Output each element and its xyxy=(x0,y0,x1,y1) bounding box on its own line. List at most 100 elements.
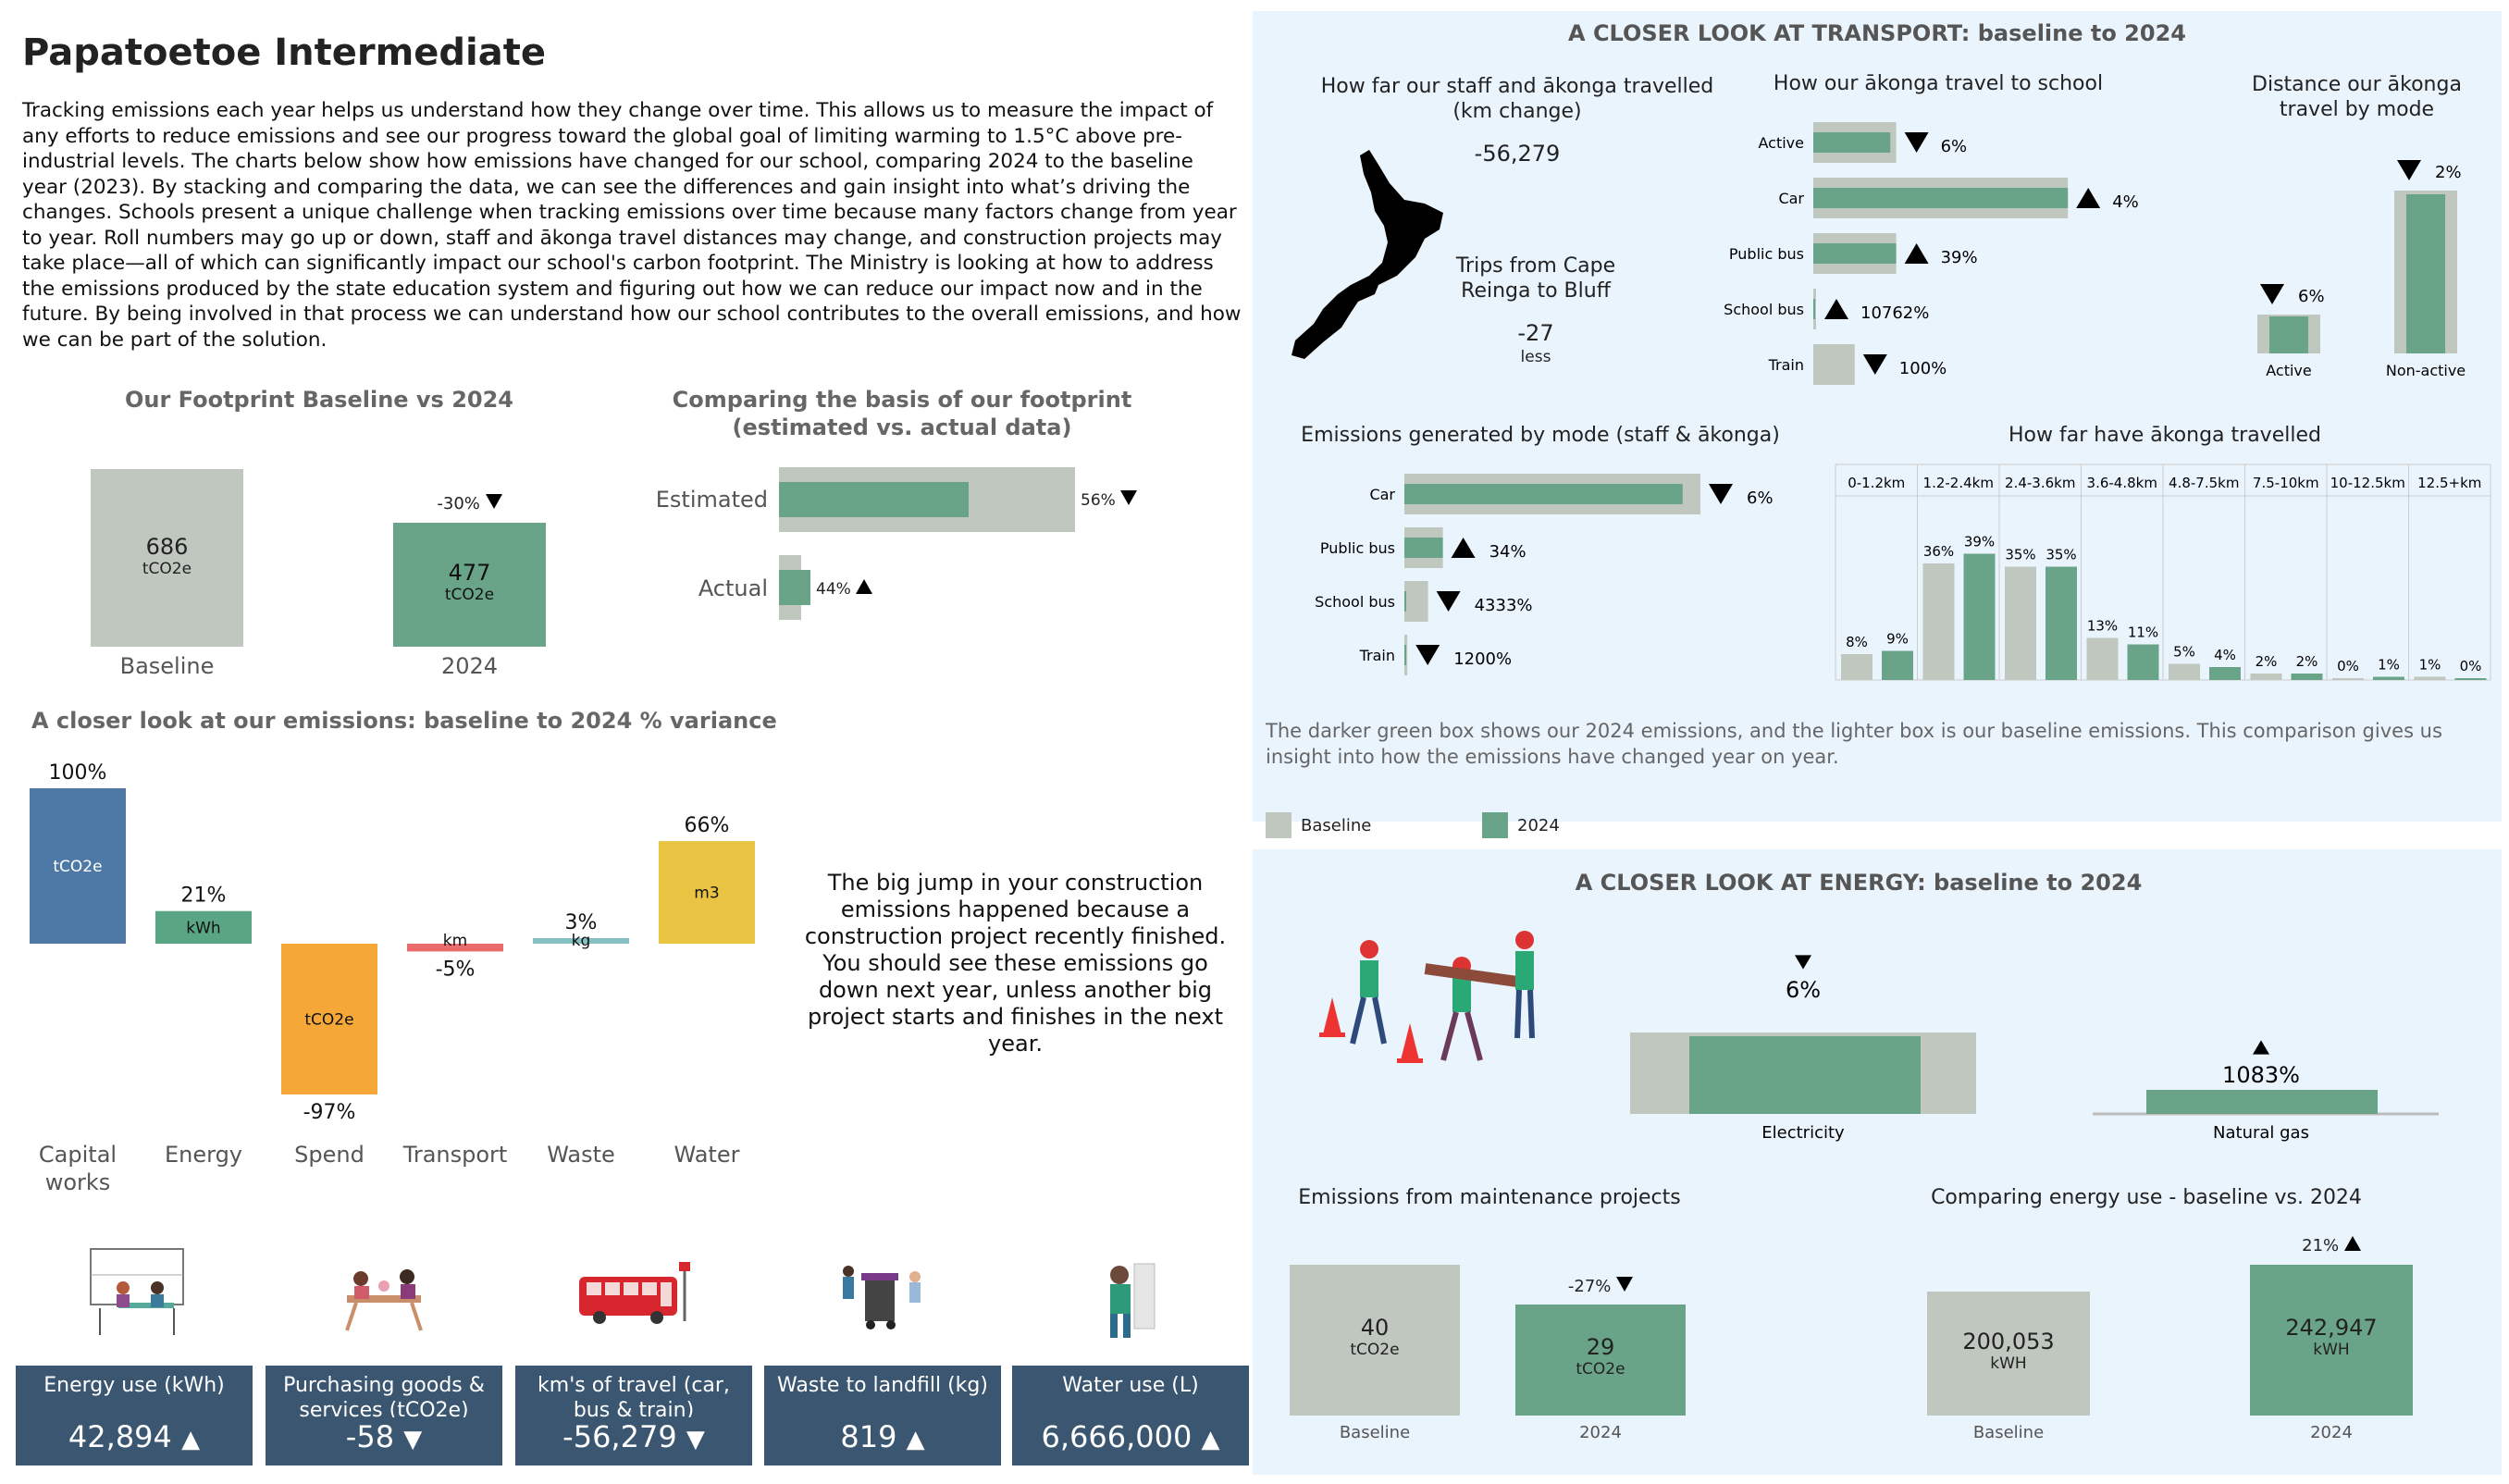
howfar-baseline-bar-0[interactable] xyxy=(1841,654,1872,680)
howfar-2024-value-4: 4% xyxy=(2214,647,2236,663)
howtravel-change-0: 6% xyxy=(1941,137,1968,156)
use-baseline-value: 200,053 xyxy=(1962,1329,2055,1354)
basis-title-2: (estimated vs. actual data) xyxy=(732,414,1072,440)
variance-unit-4: kg xyxy=(572,932,591,950)
howtravel-2024-bar-0[interactable] xyxy=(1813,132,1891,153)
howtravel-baseline-bar-4[interactable] xyxy=(1813,344,1855,385)
summary-card-2[interactable]: km's of travel (car, bus & train) -56,279… xyxy=(515,1366,752,1465)
use-baseline-bar[interactable]: 200,053 kWH xyxy=(1927,1292,2090,1416)
picnic-icon xyxy=(345,1269,423,1331)
page-title: Papatoetoe Intermediate xyxy=(22,31,546,74)
howfar-2024-bar-5[interactable] xyxy=(2291,674,2323,680)
down-arrow-icon: ▼ xyxy=(403,1426,423,1453)
emissions-change-0: 6% xyxy=(1747,488,1774,508)
howfar-baseline-bar-5[interactable] xyxy=(2250,674,2282,680)
variance-unit-0: tCO2e xyxy=(53,858,102,876)
summary-card-1[interactable]: Purchasing goods & services (tCO2e) -58 ▼ xyxy=(266,1366,502,1465)
variance-category-0: Capital xyxy=(39,1142,117,1168)
emissions-change-3: 1200% xyxy=(1453,649,1512,669)
summary-card-value: 819 ▲ xyxy=(840,1419,925,1454)
howtravel-2024-bar-2[interactable] xyxy=(1813,243,1897,264)
energy-chart: 6% Electricity 1083% Natural gas xyxy=(1630,955,2439,1143)
down-arrow-icon xyxy=(1904,131,1929,154)
emissions-label-1: Public bus xyxy=(1320,539,1395,557)
legend-2024-swatch xyxy=(1482,812,1508,838)
maint-baseline-label: Baseline xyxy=(1339,1423,1411,1442)
down-arrow-icon xyxy=(1616,1277,1634,1292)
emissions-label-3: Train xyxy=(1359,647,1395,664)
distance-2024-bar-0[interactable] xyxy=(2269,316,2308,353)
basis-estimated-change: 56% xyxy=(1081,490,1138,510)
summary-card-3[interactable]: Waste to landfill (kg) 819 ▲ xyxy=(764,1366,1001,1465)
gas-change: 1083% xyxy=(2222,1062,2300,1088)
emissions-2024-bar-2[interactable] xyxy=(1404,591,1406,612)
howfar-2024-value-0: 9% xyxy=(1886,631,1909,648)
transport-caption: The darker green box shows our 2024 emis… xyxy=(1266,720,2442,768)
howfar-2024-bar-0[interactable] xyxy=(1882,650,1913,681)
summary-card-4[interactable]: Water use (L) 6,666,000 ▲ xyxy=(1012,1366,1249,1465)
howfar-2024-bar-6[interactable] xyxy=(2373,676,2404,681)
summary-card-0[interactable]: Energy use (kWh) 42,894 ▲ xyxy=(16,1366,253,1465)
variance-bar-2[interactable] xyxy=(281,944,377,1094)
maint-baseline-bar[interactable]: 40 tCO2e xyxy=(1290,1265,1460,1416)
howfar-baseline-bar-6[interactable] xyxy=(2332,678,2364,680)
basis-estimated-2024-bar[interactable] xyxy=(779,482,969,517)
basis-actual-2024-bar[interactable] xyxy=(779,570,810,605)
maint-2024-bar[interactable]: 29 tCO2e xyxy=(1515,1305,1686,1416)
variance-bar-4[interactable] xyxy=(533,938,629,944)
variance-note: The big jump in your construction emissi… xyxy=(804,870,1227,1057)
variance-bar-3[interactable] xyxy=(407,944,503,952)
maint-2024-unit: tCO2e xyxy=(1576,1360,1625,1379)
howtravel-2024-bar-1[interactable] xyxy=(1813,188,2069,208)
footprint-2024-label: 2024 xyxy=(440,653,499,679)
distance-2024-bar-1[interactable] xyxy=(2406,194,2445,353)
distance-change-0: 6% xyxy=(2298,287,2325,306)
howfar-baseline-value-3: 13% xyxy=(2087,618,2118,635)
howfar-baseline-bar-4[interactable] xyxy=(2169,663,2200,681)
howfar-2024-bar-2[interactable] xyxy=(2046,566,2077,681)
up-arrow-icon: ▲ xyxy=(181,1426,201,1453)
emissions-chart: Car 6% Public bus 34% School bus 4333% Train 12… xyxy=(1315,474,1774,675)
variance-bar-5[interactable] xyxy=(659,841,755,944)
emissions-2024-bar-0[interactable] xyxy=(1404,484,1683,504)
footprint-baseline-bar[interactable]: 686 tCO2e xyxy=(91,469,243,647)
variance-unit-5: m3 xyxy=(694,884,719,903)
variance-bar-1[interactable] xyxy=(155,910,252,944)
howfar-baseline-bar-1[interactable] xyxy=(1922,563,1955,680)
footprint-2024-bar[interactable]: 477 tCO2e xyxy=(393,523,546,647)
basis-actual-label: Actual xyxy=(698,575,768,601)
up-arrow-icon xyxy=(2076,187,2101,209)
emissions-2024-bar-1[interactable] xyxy=(1404,538,1443,558)
maint-baseline-value: 40 xyxy=(1360,1315,1390,1341)
use-baseline-label: Baseline xyxy=(1972,1423,2045,1442)
howfar-baseline-bar-3[interactable] xyxy=(2086,637,2119,681)
howfar-baseline-value-6: 0% xyxy=(2337,658,2359,674)
howtravel-title: How our ākonga travel to school xyxy=(1773,72,2104,95)
howfar-2024-bar-3[interactable] xyxy=(2127,644,2159,681)
down-arrow-icon xyxy=(485,494,502,509)
up-arrow-icon xyxy=(2343,1236,2361,1251)
howfar-2024-bar-4[interactable] xyxy=(2209,667,2241,680)
use-2024-bar[interactable]: 242,947 kWH xyxy=(2250,1265,2413,1416)
variance-category-1: Energy xyxy=(165,1142,242,1168)
summary-card-value: 42,894 ▲ xyxy=(68,1419,201,1454)
howfar-2024-bar-7[interactable] xyxy=(2454,678,2487,680)
howfar-2024-bar-1[interactable] xyxy=(1963,553,1996,681)
emissions-baseline-bar-2[interactable] xyxy=(1404,581,1428,622)
gas-2024-bar[interactable] xyxy=(2146,1090,2378,1114)
variance-category-0: works xyxy=(45,1169,111,1195)
howfar-baseline-value-1: 36% xyxy=(1923,543,1954,560)
howtravel-2024-bar-3[interactable] xyxy=(1813,299,1815,319)
howfar-2024-value-2: 35% xyxy=(2046,547,2076,563)
howfar-baseline-bar-2[interactable] xyxy=(2005,566,2036,681)
electricity-2024-bar[interactable] xyxy=(1689,1036,1921,1114)
summary-card-value: -56,279 ▼ xyxy=(562,1419,705,1454)
howtravel-label-1: Car xyxy=(1778,190,1804,207)
howfar-category-4: 4.8-7.5km xyxy=(2169,475,2239,491)
howfar-baseline-bar-7[interactable] xyxy=(2414,676,2446,681)
legend-baseline-swatch xyxy=(1266,812,1292,838)
emissions-2024-bar-3[interactable] xyxy=(1404,645,1406,665)
variance-bar-0[interactable] xyxy=(30,788,126,944)
howfar-2024-value-6: 1% xyxy=(2378,657,2400,674)
